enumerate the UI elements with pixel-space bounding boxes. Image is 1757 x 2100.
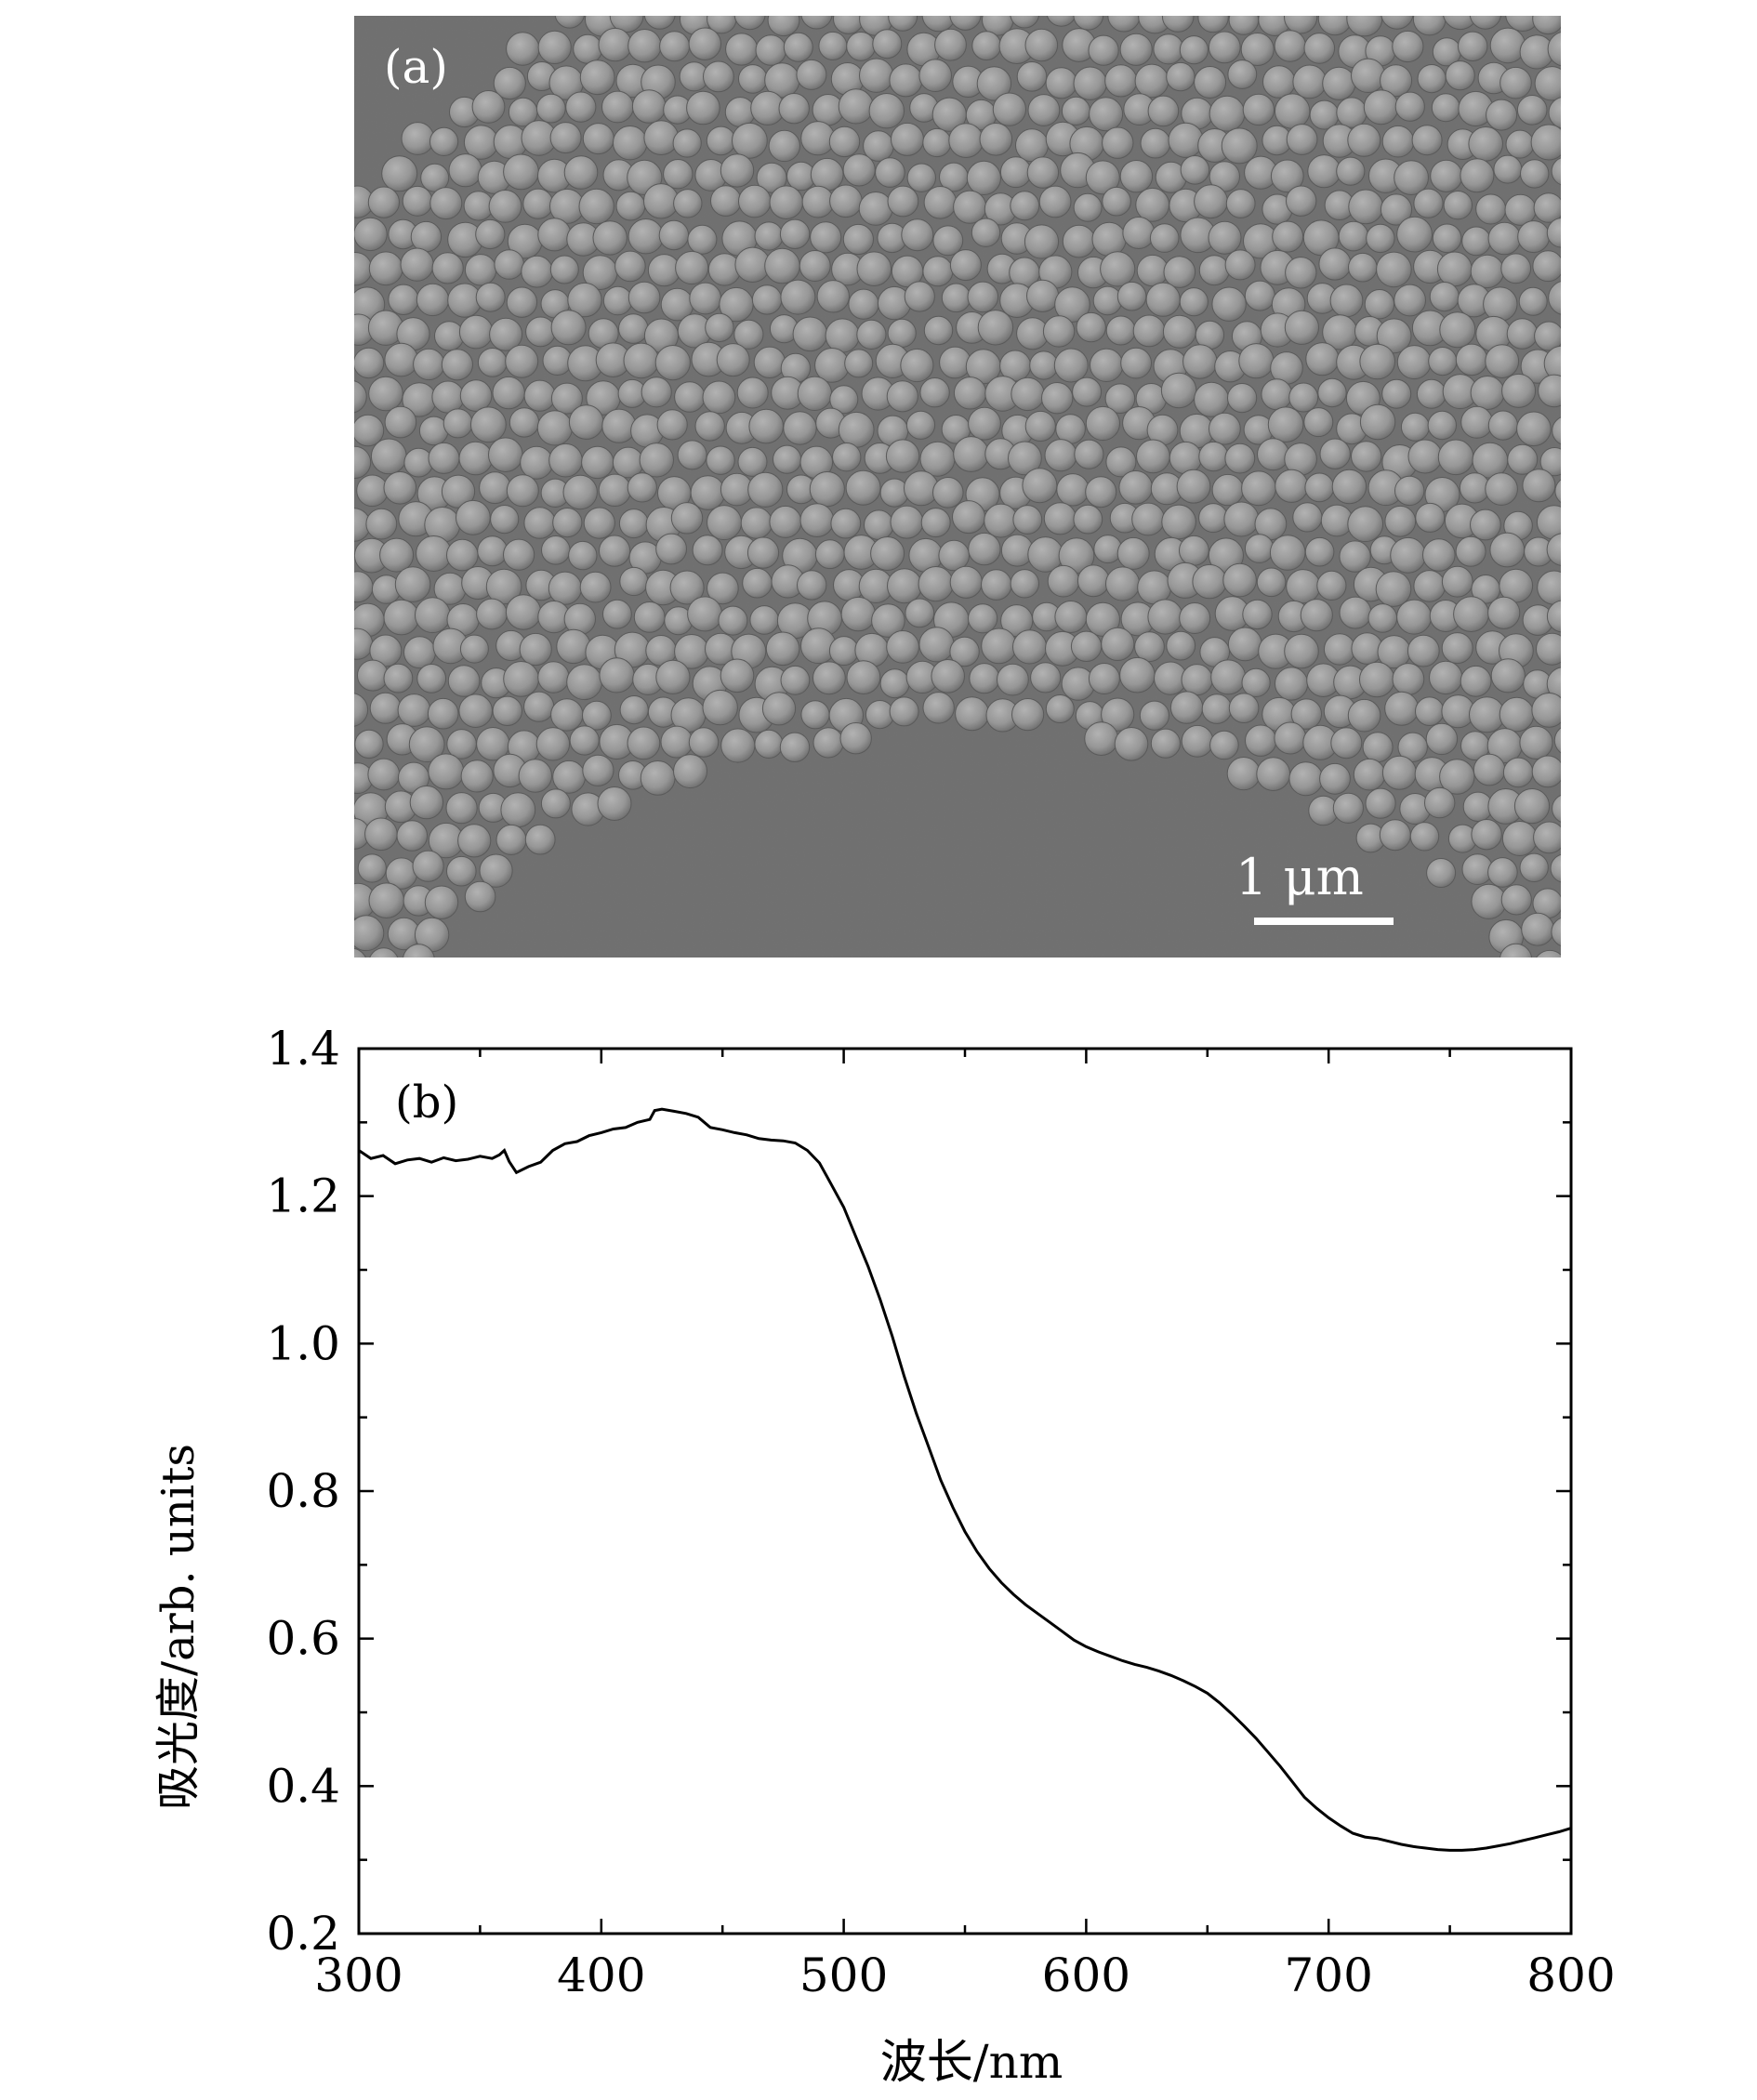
y-tick-label: 1.4: [266, 1022, 340, 1076]
scale-bar: [1254, 918, 1394, 925]
panel-label-a: (a): [384, 40, 448, 94]
x-tick-label: 800: [1526, 1948, 1615, 2002]
x-tick-label: 700: [1284, 1948, 1372, 2002]
y-tick-label: 0.6: [266, 1612, 340, 1666]
x-tick-label: 400: [557, 1948, 645, 2002]
y-axis-ticks: 0.2 0.4 0.6 0.8 1.0 1.2 1.4: [266, 1022, 1571, 1961]
y-tick-label: 0.2: [266, 1907, 340, 1961]
absorbance-chart: 0.2 0.4 0.6 0.8 1.0 1.2 1.4 300 400 500 600 700 800…: [152, 1022, 1616, 2089]
panel-label-b: (b): [395, 1076, 458, 1129]
x-tick-label: 600: [1042, 1948, 1130, 2002]
y-tick-label: 0.8: [266, 1464, 340, 1518]
absorbance-series-line: [358, 1107, 1572, 1852]
x-tick-label: 300: [314, 1948, 403, 2002]
plot-frame: [357, 1047, 1573, 1935]
x-axis-label: 波长/nm: [880, 2035, 1063, 2089]
x-tick-label: 500: [799, 1948, 888, 2002]
sem-image-panel: (a) 1 μm: [333, 0, 1587, 984]
image-noise-overlay: [354, 16, 1561, 958]
y-axis-label: 吸光度/arb. units: [152, 1444, 205, 1810]
y-tick-label: 1.0: [266, 1316, 340, 1370]
x-axis-ticks: 300 400 500 600 700 800: [314, 1049, 1616, 2002]
y-tick-label: 0.4: [266, 1759, 340, 1813]
y-tick-label: 1.2: [266, 1169, 340, 1223]
absorbance-chart-panel: 0.2 0.4 0.6 0.8 1.0 1.2 1.4 300 400 500 600 700 800…: [0, 985, 1757, 2096]
scale-bar-label: 1 μm: [1235, 848, 1364, 906]
sem-micrograph: (a) 1 μm: [333, 0, 1587, 984]
